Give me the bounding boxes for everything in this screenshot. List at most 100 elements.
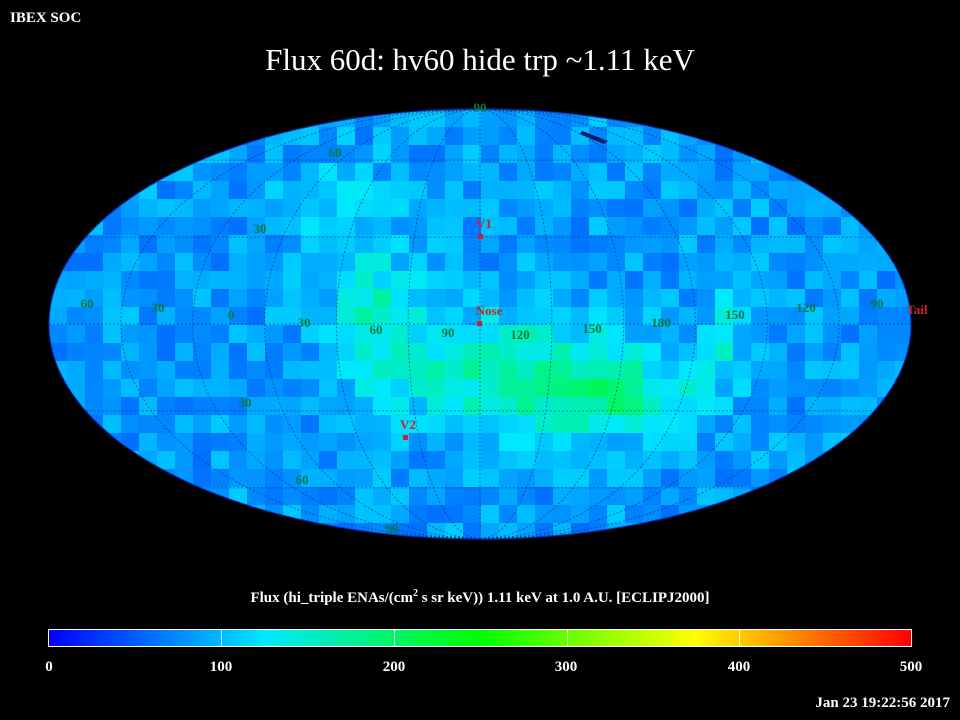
flux-pixel [643,397,662,416]
flux-pixel [697,505,716,524]
flux-pixel [553,415,572,434]
flux-pixel [733,217,752,236]
flux-pixel [445,325,464,344]
flux-pixel [283,451,302,470]
flux-pixel [103,181,122,200]
flux-pixel [319,397,338,416]
flux-pixel [121,307,140,326]
flux-pixel [229,145,248,164]
flux-pixel [859,397,878,416]
flux-pixel [157,379,176,398]
flux-pixel [427,361,446,380]
flux-pixel [751,505,770,524]
flux-pixel [49,127,68,146]
flux-pixel [229,271,248,290]
flux-pixel [805,397,824,416]
flux-pixel [427,289,446,308]
flux-pixel [463,505,482,524]
flux-pixel [337,271,356,290]
flux-pixel [679,397,698,416]
flux-pixel [355,307,374,326]
flux-pixel [67,505,86,524]
flux-pixel [571,451,590,470]
flux-pixel [157,127,176,146]
flux-pixel [175,469,194,488]
flux-pixel [85,505,104,524]
flux-pixel [805,361,824,380]
flux-pixel [679,469,698,488]
flux-pixel [877,451,896,470]
flux-pixel [841,289,860,308]
flux-pixel [715,433,734,452]
flux-pixel [643,487,662,506]
flux-pixel [373,199,392,218]
flux-pixel [391,325,410,344]
flux-pixel [139,433,158,452]
flux-pixel [337,289,356,308]
flux-pixel [319,415,338,434]
flux-pixel [229,451,248,470]
flux-pixel [121,397,140,416]
flux-pixel [157,253,176,272]
flux-pixel [841,451,860,470]
flux-pixel [661,505,680,524]
flux-pixel [787,127,806,146]
flux-pixel [499,217,518,236]
flux-pixel [85,415,104,434]
flux-pixel [67,325,86,344]
flux-pixel [805,199,824,218]
flux-pixel [643,163,662,182]
flux-pixel [859,217,878,236]
flux-pixel [373,397,392,416]
flux-pixel [319,469,338,488]
flux-pixel [103,307,122,326]
flux-pixel [211,433,230,452]
flux-pixel [319,433,338,452]
flux-pixel [553,307,572,326]
flux-pixel [679,451,698,470]
flux-pixel [319,487,338,506]
flux-pixel [553,217,572,236]
flux-pixel [841,523,860,539]
flux-pixel [229,289,248,308]
flux-pixel [553,271,572,290]
flux-pixel [859,325,878,344]
flux-pixel [445,271,464,290]
flux-pixel [877,523,896,539]
flux-pixel [121,271,140,290]
flux-pixel [463,235,482,254]
flux-pixel [157,343,176,362]
flux-pixel [697,235,716,254]
flux-pixel [733,289,752,308]
flux-pixel [247,181,266,200]
flux-pixel [85,217,104,236]
flux-pixel [301,325,320,344]
flux-pixel [859,343,878,362]
marker-label-v1: V1 [476,216,492,231]
flux-pixel [355,181,374,200]
flux-pixel [661,433,680,452]
flux-pixel [391,379,410,398]
flux-pixel [661,451,680,470]
flux-pixel [265,199,284,218]
flux-pixel [427,109,446,128]
flux-pixel [319,199,338,218]
flux-pixel [337,199,356,218]
flux-pixel [571,253,590,272]
flux-pixel [679,415,698,434]
flux-pixel [697,415,716,434]
flux-pixel [823,415,842,434]
flux-pixel [859,451,878,470]
flux-pixel [553,235,572,254]
flux-pixel [211,487,230,506]
lat-label-top: 90 [474,100,487,115]
lon-label-7: 120 [510,327,530,342]
flux-pixel [481,397,500,416]
flux-pixel [589,343,608,362]
flux-pixel [571,415,590,434]
flux-pixel [661,235,680,254]
flux-pixel [445,523,464,539]
flux-pixel [373,307,392,326]
flux-pixel [427,271,446,290]
flux-pixel [373,451,392,470]
